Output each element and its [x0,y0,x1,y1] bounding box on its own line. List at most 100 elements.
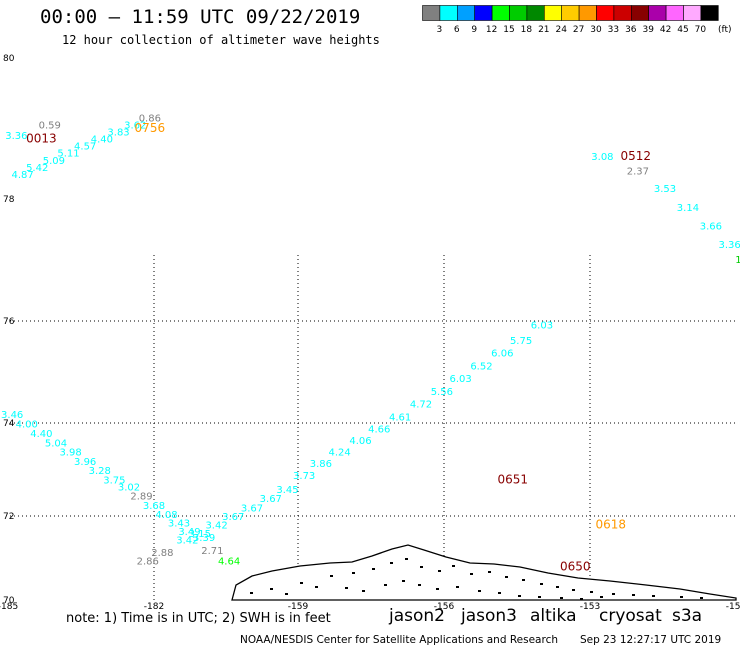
colorbar-tick-label: 12 [486,25,497,35]
lake-mark [315,586,318,588]
colorbar-tick-label: 21 [538,25,549,35]
page-title: 00:00 — 11:59 UTC 09/22/2019 [40,6,361,28]
latitude-tick-label: 78 [3,195,15,205]
wave-height-reading: 2.89 [130,492,152,503]
lake-mark [522,579,525,581]
wave-height-reading: 4.40 [30,429,52,440]
colorbar-unit-label: (ft) [718,25,732,35]
wave-height-reading: 3.46 [1,410,23,421]
wave-height-reading: 3.39 [193,533,215,544]
pass-time-label: 0756 [135,121,166,135]
colorbar-tick-label: 33 [608,25,619,35]
wave-height-reading: 3.86 [310,459,332,470]
colorbar-tick-label: 3 [437,25,443,35]
wave-height-reading: 4.00 [16,420,38,431]
wave-height-reading: 4.87 [11,170,33,181]
lake-mark [270,588,273,590]
pass-time-label: 0651 [497,472,528,486]
lake-mark [405,558,408,560]
lake-mark [478,590,481,592]
lake-mark [518,595,521,597]
wave-height-reading: 6.03 [531,321,553,332]
lake-mark [438,570,441,572]
wave-height-reading: 5.09 [43,156,65,167]
longitude-tick-label: -185 [0,602,18,612]
lake-mark [632,594,635,596]
pass-time-label: 0650 [560,560,591,574]
lake-mark [680,596,683,598]
lake-mark [345,587,348,589]
colorbar-swatch [700,5,719,21]
mission-cryosat: cryosat [599,606,662,626]
colorbar-tick-label: 30 [590,25,602,35]
colorbar-tick-label: 42 [660,25,671,35]
lake-mark [285,593,288,595]
alaska-coastline [231,544,737,601]
wave-height-reading: 4.40 [91,135,113,146]
wave-height-reading: 6.52 [470,361,492,372]
wave-height-reading: 3.42 [176,535,198,546]
lake-mark [498,592,501,594]
mission-jason3: jason3 [461,606,517,626]
lake-mark [540,583,543,585]
pass-time-label: 0512 [621,149,652,163]
lake-mark [384,584,387,586]
lake-mark [572,589,575,591]
mission-s3a: s3a [672,606,703,626]
wave-height-reading: 3.53 [654,184,676,195]
colorbar-tick-label: 70 [695,25,707,35]
lake-mark [456,586,459,588]
wave-height-reading: 15.6 [735,255,740,266]
latitude-tick-label: 74 [3,419,15,429]
wave-height-reading: 3.75 [103,475,125,486]
wave-height-reading: 3.68 [143,501,165,512]
wave-height-reading: 4.08 [155,510,177,521]
longitude-tick-label: -156 [434,602,455,612]
wave-height-reading: 3.02 [118,482,140,493]
wave-height-reading: 3.49 [178,527,200,538]
wave-height-reading: 4.24 [328,448,350,459]
lake-mark [488,571,491,573]
wave-height-reading: 3.36 [719,240,740,251]
latitude-tick-label: 80 [3,54,15,64]
lake-mark [362,590,365,592]
colorbar-tick-label: 39 [642,25,654,35]
colorbar-tick-label: 24 [555,25,567,35]
wave-height-reading: 4.06 [349,436,371,447]
wave-height-reading: 3.73 [293,471,315,482]
generation-timestamp: Sep 23 12:27:17 UTC 2019 [580,634,722,646]
wave-height-reading: 5.04 [45,438,67,449]
wave-height-reading: 3.67 [260,494,282,505]
latitude-tick-label: 70 [3,596,15,606]
lake-mark [402,580,405,582]
wave-height-reading: 6.06 [491,349,513,360]
latitude-tick-label: 76 [3,317,15,327]
lake-mark [250,592,253,594]
wave-height-reading: 5.11 [57,149,79,160]
wave-height-reading: 3.28 [89,466,111,477]
longitude-tick-label: -153 [580,602,600,612]
lake-mark [418,584,421,586]
wave-height-reading: 3.83 [107,128,129,139]
lake-mark [556,586,559,588]
wave-height-reading: 5.56 [431,387,453,398]
colorbar-tick-label: 18 [521,25,533,35]
wave-height-reading: 3.14 [677,203,699,214]
lake-mark [330,575,333,577]
longitude-tick-label: -182 [144,602,164,612]
lake-mark [600,596,603,598]
wave-height-reading: 6.03 [449,374,471,385]
lake-mark [420,566,423,568]
wave-height-reading: 3.98 [59,448,81,459]
colorbar-tick-label: 45 [677,25,688,35]
lake-mark [300,582,303,584]
lake-mark [372,568,375,570]
wave-height-reading: 4.72 [410,400,432,411]
wave-height-reading: 2.37 [627,166,649,177]
lake-mark [505,576,508,578]
colorbar-tick-label: 36 [625,25,637,35]
wave-height-reading: 3.08 [591,152,613,163]
pass-time-label: 0013 [26,132,57,146]
